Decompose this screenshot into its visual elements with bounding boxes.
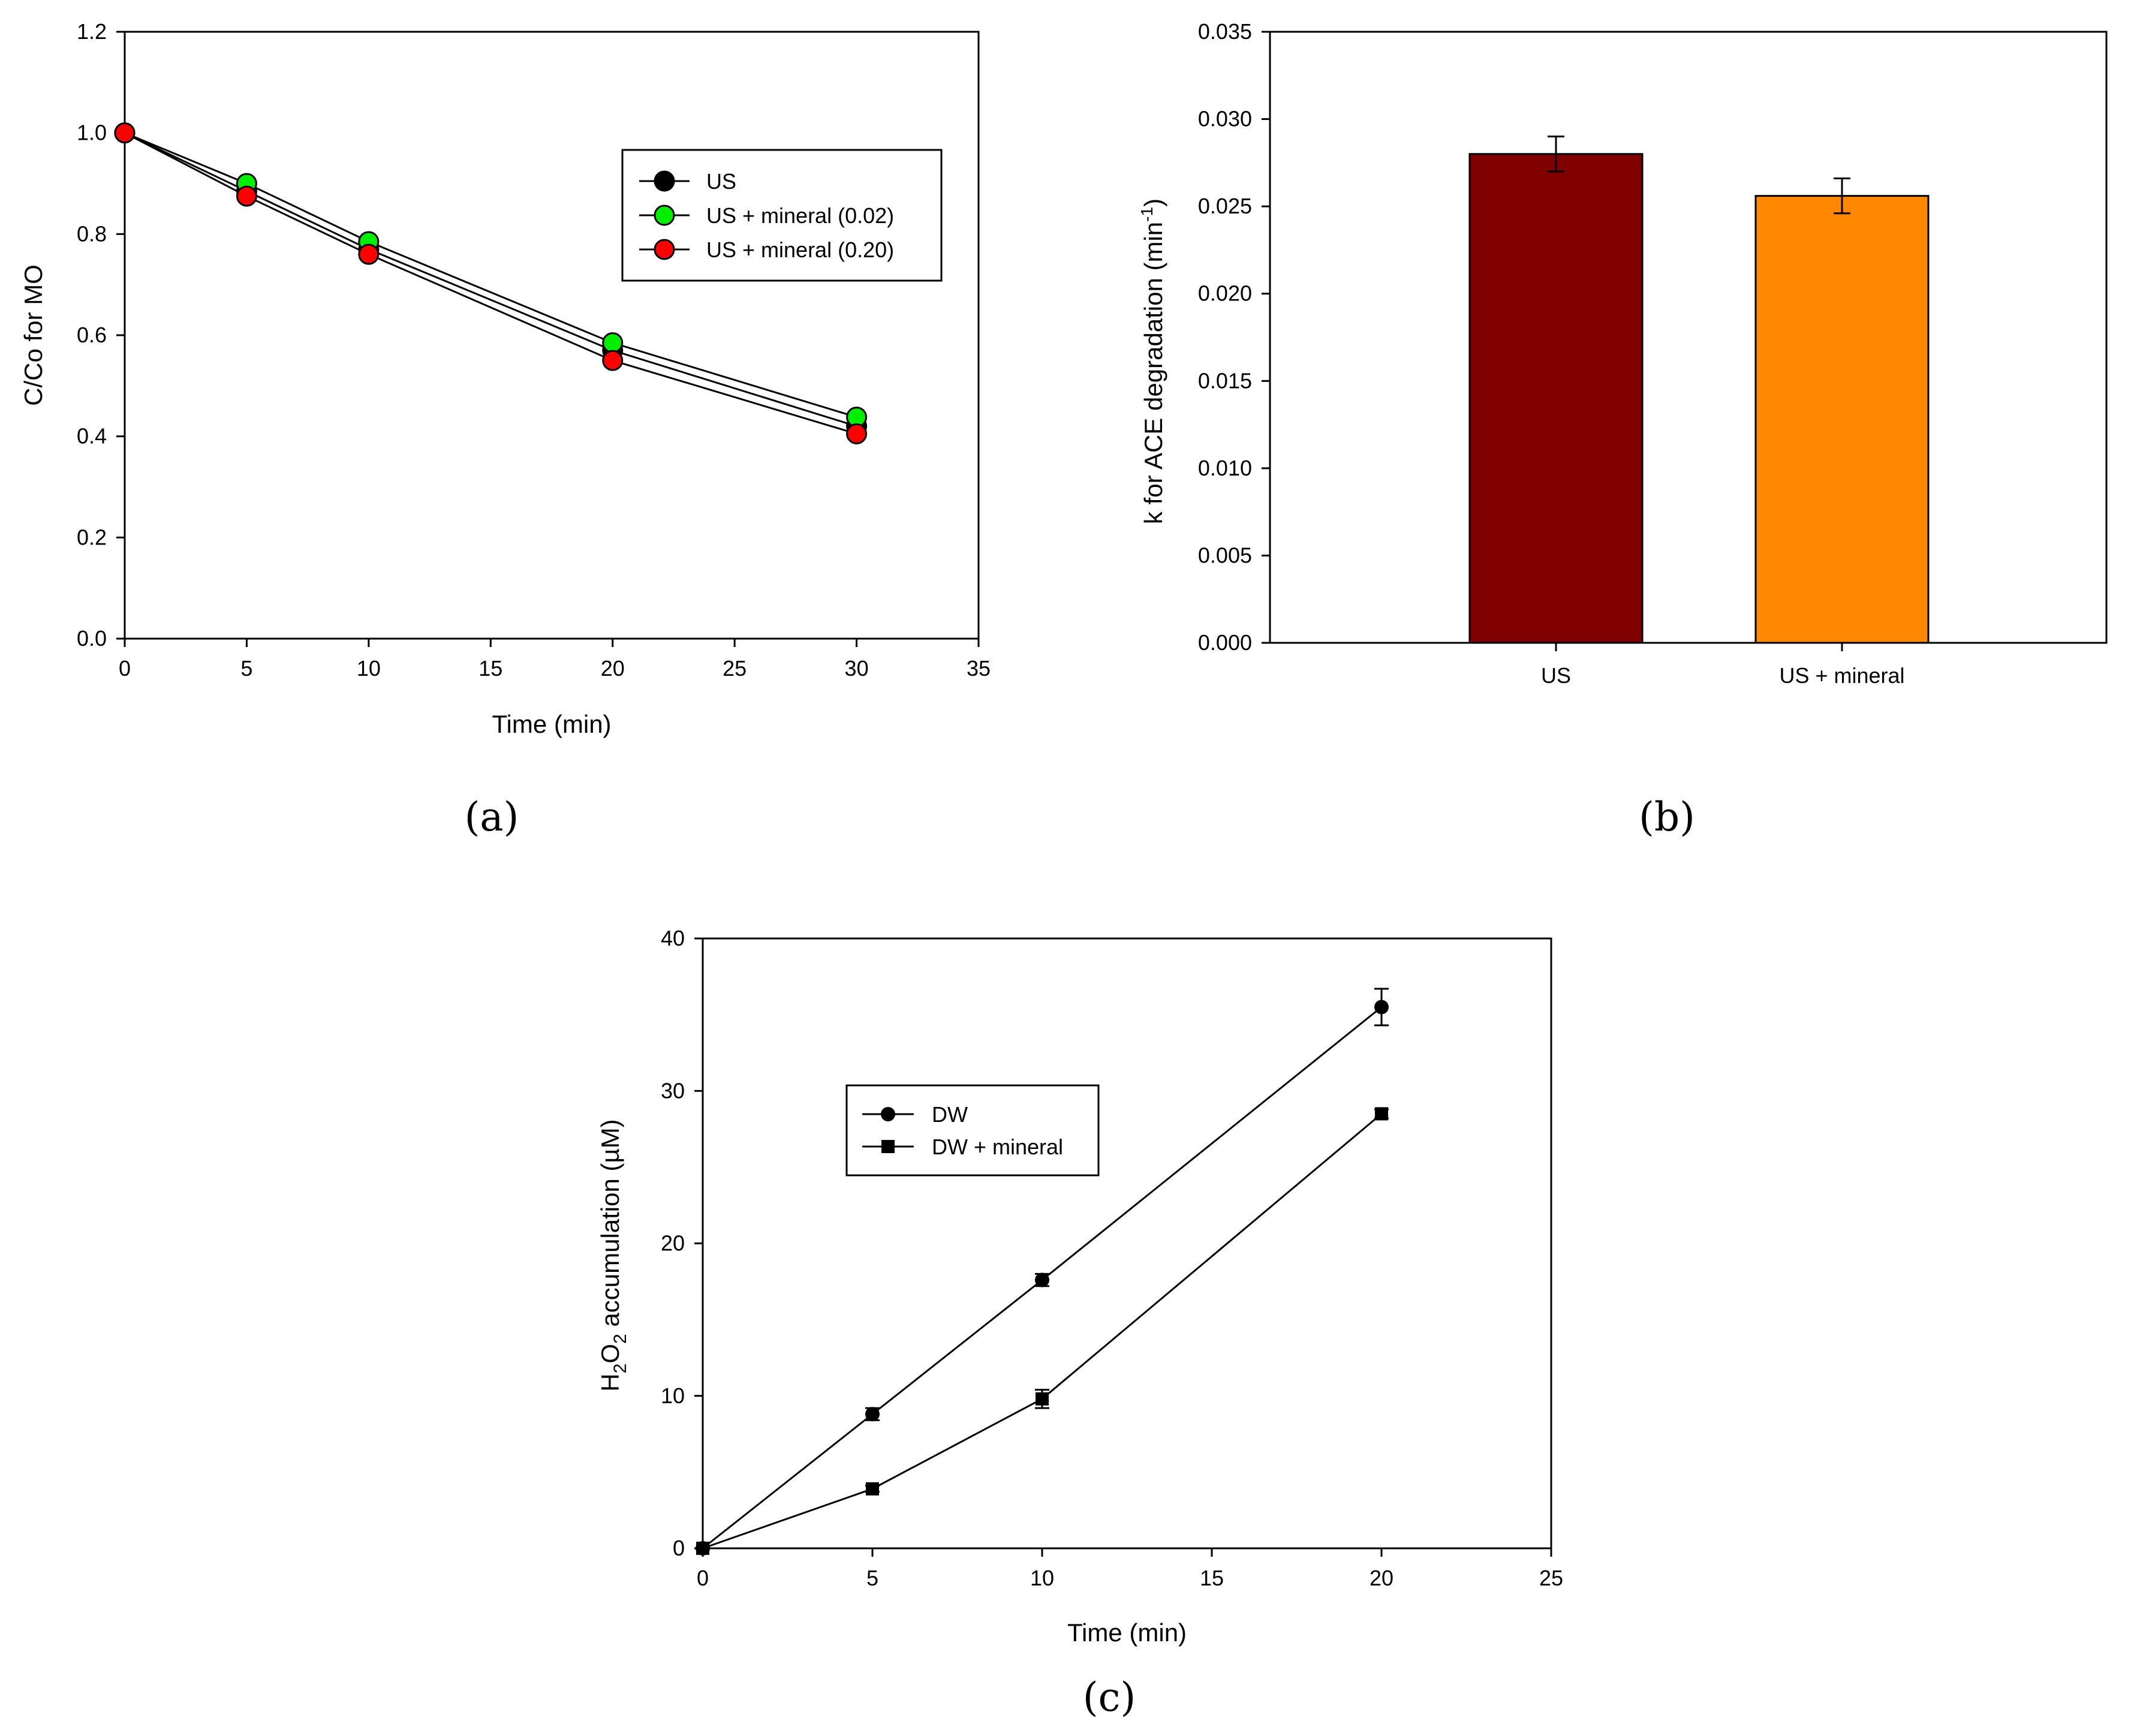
x-tick-label: 30 — [845, 656, 869, 681]
series-line — [702, 1113, 1382, 1550]
chart-b: 0.000 0.005 0.010 0.015 0.020 0.025 0.030 0.035… — [1137, 19, 2108, 840]
y-tick-label: 30 — [661, 1078, 685, 1103]
data-point — [114, 122, 136, 144]
legend-box — [845, 1084, 1100, 1177]
data-point — [865, 1407, 880, 1422]
x-axis-title: Time (min) — [492, 710, 611, 738]
y-tick-label: 0.020 — [1198, 281, 1252, 306]
panel-label-b: (b) — [1639, 794, 1695, 840]
y-axis-title: C/Co for MO — [19, 264, 47, 406]
panel-label-a: (a) — [465, 794, 519, 840]
legend-marker — [881, 1107, 895, 1121]
y-tick-label: 0.6 — [77, 323, 107, 347]
x-tick-label: US + mineral — [1779, 663, 1904, 688]
x-tick-label: 25 — [723, 656, 747, 681]
data-point — [696, 1542, 709, 1555]
y-axis-title: H2O2 accumulation (µM) — [596, 1119, 630, 1391]
legend-label: US + mineral (0.02) — [706, 203, 894, 228]
y-tick-label: 20 — [661, 1231, 685, 1256]
legend-marker — [654, 204, 675, 226]
x-tick-label: US — [1541, 663, 1571, 688]
series-line — [702, 1006, 1382, 1550]
legend-label: US — [706, 169, 736, 194]
panel-label-c: (c) — [1083, 1674, 1136, 1720]
y-axis-title: k for ACE degradation (min-1) — [1137, 198, 1167, 524]
plot-frame — [1269, 31, 2108, 644]
x-tick-label: 20 — [1370, 1566, 1393, 1590]
y-tick-label: 0 — [673, 1536, 685, 1560]
data-point — [236, 185, 257, 207]
data-point — [358, 243, 380, 265]
x-tick-label: 15 — [478, 656, 502, 681]
x-tick-label: 0 — [119, 656, 131, 681]
y-tick-label: 1.2 — [77, 19, 107, 44]
legend-label: US + mineral (0.20) — [706, 237, 894, 262]
data-point — [602, 332, 624, 354]
plot-frame — [124, 31, 980, 640]
legend-label: DW + mineral — [932, 1135, 1063, 1159]
legend-marker — [881, 1140, 895, 1153]
x-axis-title: Time (min) — [1067, 1618, 1187, 1647]
data-point — [846, 423, 868, 444]
bar — [1468, 153, 1644, 644]
y-tick-label: 0.010 — [1198, 456, 1252, 480]
data-point — [602, 350, 624, 371]
chart-c: 0 5 10 15 20 25 0 10 20 30 40 Time (min) H2O2 accumu… — [596, 926, 1563, 1720]
y-tick-label: 40 — [661, 926, 685, 950]
chart-a: 0 5 10 15 20 25 30 35 0.0 0.2 0.4 0.6 0.8 1.0 1.2 Time … — [19, 19, 991, 840]
y-tick-label: 1.0 — [77, 121, 107, 145]
legend-label: DW — [932, 1102, 968, 1127]
data-point — [1375, 1107, 1388, 1121]
data-point — [866, 1482, 879, 1496]
legend-marker — [654, 239, 675, 260]
y-tick-label: 0.030 — [1198, 107, 1252, 131]
y-tick-label: 0.015 — [1198, 368, 1252, 393]
y-tick-label: 0.000 — [1198, 630, 1252, 655]
data-point — [1035, 1272, 1049, 1287]
plot-frame — [702, 937, 1552, 1550]
y-tick-label: 0.035 — [1198, 19, 1252, 44]
y-tick-label: 0.2 — [77, 525, 107, 549]
x-tick-label: 0 — [697, 1566, 709, 1590]
y-tick-label: 0.4 — [77, 424, 107, 449]
legend-marker — [654, 170, 675, 192]
x-tick-label: 10 — [1030, 1566, 1054, 1590]
x-tick-label: 25 — [1539, 1566, 1563, 1590]
x-tick-label: 15 — [1200, 1566, 1224, 1590]
x-tick-label: 5 — [866, 1566, 878, 1590]
y-tick-label: 0.025 — [1198, 194, 1252, 218]
x-tick-label: 35 — [967, 656, 991, 681]
x-tick-label: 20 — [601, 656, 625, 681]
y-tick-label: 0.005 — [1198, 543, 1252, 567]
x-tick-label: 5 — [240, 656, 252, 681]
x-tick-label: 10 — [357, 656, 381, 681]
y-tick-label: 0.8 — [77, 221, 107, 246]
y-tick-label: 0.0 — [77, 626, 107, 651]
data-point — [1036, 1392, 1049, 1406]
bar — [1754, 195, 1930, 644]
data-point — [1374, 1000, 1389, 1015]
y-tick-label: 10 — [661, 1383, 685, 1408]
